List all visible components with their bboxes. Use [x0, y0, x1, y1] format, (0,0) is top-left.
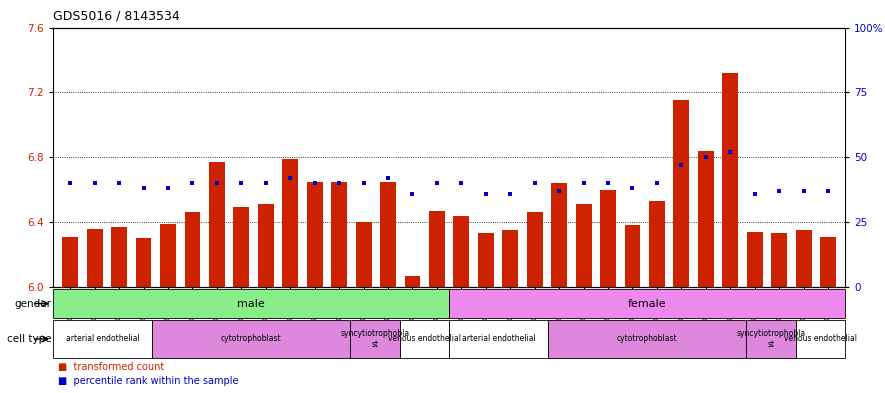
Bar — [747, 232, 763, 287]
Bar — [796, 320, 845, 358]
Bar — [53, 289, 450, 318]
Text: syncytiotrophobla
st: syncytiotrophobla st — [736, 329, 805, 349]
Text: cytotrophoblast: cytotrophoblast — [617, 334, 678, 343]
Point — [552, 188, 566, 194]
Bar — [404, 275, 420, 287]
Point — [258, 180, 273, 186]
Bar — [282, 159, 298, 287]
Text: male: male — [237, 299, 265, 309]
Bar — [600, 189, 616, 287]
Bar — [258, 204, 273, 287]
Text: venous endothelial: venous endothelial — [784, 334, 857, 343]
Point — [504, 190, 518, 196]
Bar — [625, 225, 641, 287]
Point — [405, 190, 419, 196]
Point — [88, 180, 102, 186]
Point — [136, 185, 150, 191]
Bar — [450, 320, 548, 358]
Text: cytotrophoblast: cytotrophoblast — [220, 334, 281, 343]
Bar — [478, 233, 494, 287]
Point — [430, 180, 444, 186]
Point — [772, 188, 786, 194]
Text: syncytiotrophobla
st: syncytiotrophobla st — [341, 329, 410, 349]
Bar — [548, 320, 746, 358]
Point — [161, 185, 175, 191]
Bar — [575, 204, 591, 287]
Bar — [527, 212, 543, 287]
Bar — [331, 182, 347, 287]
Bar — [209, 162, 225, 287]
Point — [454, 180, 468, 186]
Point — [479, 190, 493, 196]
Point — [626, 185, 640, 191]
Bar — [234, 208, 250, 287]
Bar — [356, 222, 372, 287]
Point — [283, 175, 297, 181]
Point — [723, 149, 737, 155]
Bar — [380, 182, 396, 287]
Text: cell type: cell type — [7, 334, 51, 344]
Bar — [87, 228, 103, 287]
Point — [357, 180, 371, 186]
Point — [308, 180, 322, 186]
Point — [210, 180, 224, 186]
Text: ■  percentile rank within the sample: ■ percentile rank within the sample — [58, 376, 238, 386]
Bar — [722, 73, 738, 287]
Bar — [551, 183, 567, 287]
Bar — [429, 211, 445, 287]
Bar — [184, 212, 200, 287]
Bar — [453, 215, 469, 287]
Bar — [62, 237, 78, 287]
Bar — [112, 227, 127, 287]
Point — [601, 180, 615, 186]
Bar — [350, 320, 400, 358]
Bar — [796, 230, 812, 287]
Text: GDS5016 / 8143534: GDS5016 / 8143534 — [53, 9, 180, 22]
Text: gender: gender — [14, 299, 51, 309]
Bar — [820, 237, 836, 287]
Text: ■  transformed count: ■ transformed count — [58, 362, 164, 373]
Point — [674, 162, 689, 168]
Text: female: female — [627, 299, 666, 309]
Bar — [152, 320, 350, 358]
Text: arterial endothelial: arterial endothelial — [65, 334, 140, 343]
Point — [527, 180, 542, 186]
Point — [235, 180, 249, 186]
Bar — [698, 151, 714, 287]
Bar — [307, 182, 323, 287]
Text: arterial endothelial: arterial endothelial — [462, 334, 535, 343]
Bar — [135, 238, 151, 287]
Bar — [400, 320, 450, 358]
Point — [381, 175, 395, 181]
Bar — [649, 201, 665, 287]
Bar — [673, 101, 689, 287]
Point — [332, 180, 346, 186]
Text: venous endothelial: venous endothelial — [388, 334, 461, 343]
Bar — [53, 320, 152, 358]
Point — [796, 188, 811, 194]
Bar — [160, 224, 176, 287]
Point — [112, 180, 127, 186]
Point — [576, 180, 590, 186]
Bar — [450, 289, 845, 318]
Bar — [771, 233, 787, 287]
Point — [699, 154, 713, 160]
Bar — [503, 230, 519, 287]
Point — [821, 188, 835, 194]
Bar — [746, 320, 796, 358]
Point — [63, 180, 77, 186]
Point — [650, 180, 664, 186]
Point — [748, 190, 762, 196]
Point — [185, 180, 199, 186]
